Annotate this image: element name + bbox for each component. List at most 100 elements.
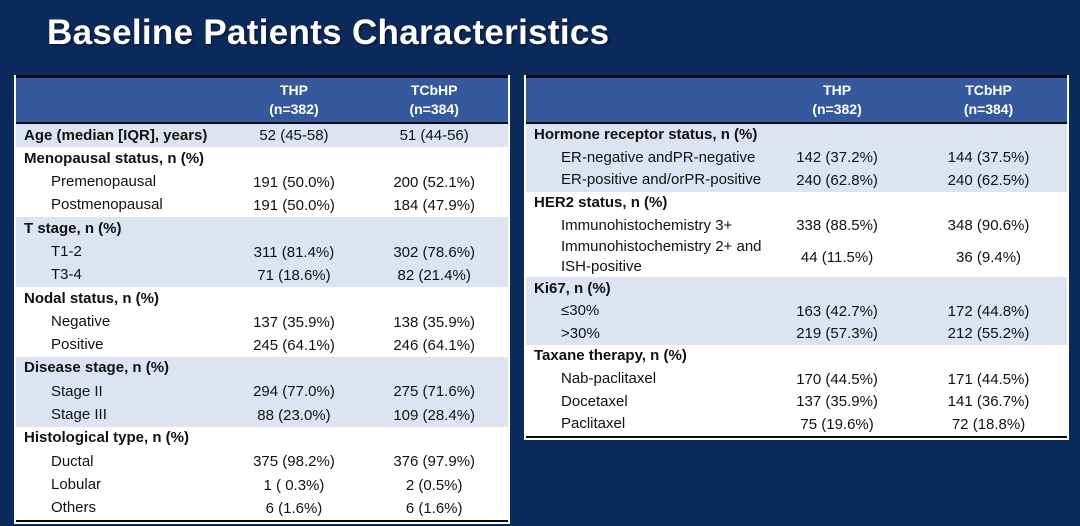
column-header-title: TCbHP bbox=[965, 82, 1012, 99]
row-label: Age (median [IQR], years) bbox=[24, 126, 208, 144]
row-value-tcbhp: 302 (78.6%) bbox=[393, 243, 476, 261]
row-label: Histological type, n (%) bbox=[24, 429, 190, 447]
table-row: Docetaxel 137 (35.9%) 141 (36.7%) bbox=[526, 390, 1067, 413]
table-row: Histological type, n (%) bbox=[16, 427, 508, 450]
row-group: Taxane therapy, n (%) Nab-paclitaxel 170 (… bbox=[526, 345, 1067, 436]
column-header-n: (n=384) bbox=[409, 101, 459, 117]
row-value-tcbhp: 212 (55.2%) bbox=[947, 325, 1030, 343]
row-value-tcbhp: 240 (62.5%) bbox=[947, 171, 1030, 189]
column-header-title: THP bbox=[823, 82, 852, 99]
column-header: THP (n=382) bbox=[764, 78, 910, 122]
table-row: Ductal 375 (98.2%) 376 (97.9%) bbox=[16, 450, 508, 473]
row-value-tcbhp: 275 (71.6%) bbox=[393, 383, 476, 401]
row-value-thp: 6 (1.6%) bbox=[265, 499, 323, 517]
row-label: Negative bbox=[51, 312, 111, 330]
row-value-thp: 191 (50.0%) bbox=[253, 197, 335, 215]
row-label: Disease stage, n (%) bbox=[24, 359, 170, 377]
column-header-n: (n=384) bbox=[963, 101, 1014, 117]
row-group: Nodal status, n (%) Negative 137 (35.9%) 13… bbox=[16, 287, 508, 357]
row-value-tcbhp: 72 (18.8%) bbox=[951, 415, 1026, 433]
baseline-table-left: THP (n=382) TCbHP (n=384) Age (median [IQR],… bbox=[14, 75, 510, 525]
row-group: Histological type, n (%) Ductal 375 (98.2%… bbox=[16, 426, 508, 521]
table-row: T3-4 71 (18.6%) 82 (21.4%) bbox=[16, 264, 508, 287]
table-row: Premenopausal 191 (50.0%) 200 (52.1%) bbox=[16, 171, 508, 194]
table: THP (n=382) TCbHP (n=384) Hormone receptor s… bbox=[526, 75, 1067, 438]
row-value-thp: 44 (11.5%) bbox=[800, 248, 874, 266]
table-row: Paclitaxel 75 (19.6%) 72 (18.8%) bbox=[526, 413, 1067, 436]
table-row: ER-positive and/orPR-positive 240 (62.8%)… bbox=[526, 169, 1067, 192]
table-row: Taxane therapy, n (%) bbox=[526, 345, 1067, 368]
table-row: T1-2 311 (81.4%) 302 (78.6%) bbox=[16, 240, 508, 263]
header-label-spacer bbox=[16, 78, 228, 122]
row-label: T3-4 bbox=[51, 266, 82, 284]
row-label: Premenopausal bbox=[51, 173, 157, 191]
column-header-n: (n=382) bbox=[269, 101, 319, 117]
table-row: Postmenopausal 191 (50.0%) 184 (47.9%) bbox=[16, 194, 508, 217]
row-value-tcbhp: 348 (90.6%) bbox=[947, 217, 1030, 235]
table-row: Hormone receptor status, n (%) bbox=[526, 124, 1067, 147]
row-label: Immunohistochemistry 2+ and ISH-positive bbox=[561, 237, 762, 276]
row-value-thp: 75 (19.6%) bbox=[800, 415, 874, 433]
table-header-row: THP (n=382) TCbHP (n=384) bbox=[16, 78, 508, 124]
row-value-thp: 52 (45-58) bbox=[259, 127, 329, 145]
row-label: Others bbox=[51, 499, 97, 517]
row-value-thp: 240 (62.8%) bbox=[796, 171, 878, 189]
table-row: Negative 137 (35.9%) 138 (35.9%) bbox=[16, 310, 508, 333]
row-value-thp: 338 (88.5%) bbox=[796, 217, 878, 235]
table-row: Nodal status, n (%) bbox=[16, 287, 508, 310]
row-label: Nodal status, n (%) bbox=[24, 289, 160, 307]
column-header-title: THP bbox=[279, 82, 308, 99]
row-label: Stage II bbox=[51, 382, 103, 400]
column-header-title: TCbHP bbox=[410, 82, 458, 99]
row-value-thp: 163 (42.7%) bbox=[796, 302, 878, 320]
table-row: Stage II 294 (77.0%) 275 (71.6%) bbox=[16, 380, 508, 403]
row-value-tcbhp: 51 (44-56) bbox=[399, 127, 469, 145]
table-header-row: THP (n=382) TCbHP (n=384) bbox=[526, 78, 1067, 124]
row-value-tcbhp: 109 (28.4%) bbox=[393, 406, 476, 424]
row-value-thp: 137 (35.9%) bbox=[253, 313, 335, 331]
row-label: Paclitaxel bbox=[561, 415, 626, 433]
row-value-thp: 1 ( 0.3%) bbox=[263, 476, 325, 494]
row-value-thp: 88 (23.0%) bbox=[257, 406, 331, 424]
baseline-table-right: THP (n=382) TCbHP (n=384) Hormone receptor s… bbox=[524, 75, 1069, 440]
row-value-tcbhp: 6 (1.6%) bbox=[405, 499, 463, 517]
row-label: Menopausal status, n (%) bbox=[24, 149, 205, 167]
row-group: Hormone receptor status, n (%) ER-negativ… bbox=[526, 124, 1067, 192]
row-label: HER2 status, n (%) bbox=[534, 193, 668, 211]
row-value-thp: 170 (44.5%) bbox=[796, 370, 878, 388]
row-group: Ki67, n (%) ≤30% 163 (42.7%) 172 (44.8%) >30… bbox=[526, 277, 1067, 346]
row-value-tcbhp: 2 (0.5%) bbox=[405, 476, 463, 494]
table-row: T stage, n (%) bbox=[16, 217, 508, 240]
table-row: ER-negative andPR-negative 142 (37.2%) 144… bbox=[526, 147, 1067, 170]
table-row: Nab-paclitaxel 170 (44.5%) 171 (44.5%) bbox=[526, 368, 1067, 391]
table-row: Ki67, n (%) bbox=[526, 277, 1067, 300]
column-header: TCbHP (n=384) bbox=[360, 78, 508, 122]
column-header: THP (n=382) bbox=[228, 78, 361, 122]
row-value-tcbhp: 200 (52.1%) bbox=[393, 173, 476, 191]
column-header-n: (n=382) bbox=[812, 101, 862, 117]
table-row: ≤30% 163 (42.7%) 172 (44.8%) bbox=[526, 300, 1067, 323]
row-label: Lobular bbox=[51, 475, 102, 493]
table-row: Positive 245 (64.1%) 246 (64.1%) bbox=[16, 334, 508, 357]
row-value-tcbhp: 184 (47.9%) bbox=[393, 197, 476, 215]
row-label: Taxane therapy, n (%) bbox=[534, 347, 687, 365]
row-value-thp: 137 (35.9%) bbox=[796, 393, 878, 411]
row-label: Positive bbox=[51, 336, 104, 354]
row-value-tcbhp: 144 (37.5%) bbox=[947, 149, 1030, 167]
row-label: ≤30% bbox=[561, 302, 600, 320]
header-label-spacer bbox=[526, 78, 764, 122]
row-value-thp: 245 (64.1%) bbox=[253, 336, 335, 354]
row-value-thp: 375 (98.2%) bbox=[253, 453, 335, 471]
row-label: Stage III bbox=[51, 406, 107, 424]
table-row: Age (median [IQR], years) 52 (45-58) 51 (4… bbox=[16, 124, 508, 147]
row-label: >30% bbox=[561, 324, 600, 342]
table-row: Immunohistochemistry 3+ 338 (88.5%) 348 (9… bbox=[526, 214, 1067, 237]
table-row: Menopausal status, n (%) bbox=[16, 147, 508, 170]
table-row: Stage III 88 (23.0%) 109 (28.4%) bbox=[16, 404, 508, 427]
table-row: Lobular 1 ( 0.3%) 2 (0.5%) bbox=[16, 473, 508, 496]
table-row: Disease stage, n (%) bbox=[16, 357, 508, 380]
column-header: TCbHP (n=384) bbox=[910, 78, 1067, 122]
row-group: T stage, n (%) T1-2 311 (81.4%) 302 (78.6%)… bbox=[16, 217, 508, 288]
row-value-tcbhp: 36 (9.4%) bbox=[956, 248, 1022, 266]
